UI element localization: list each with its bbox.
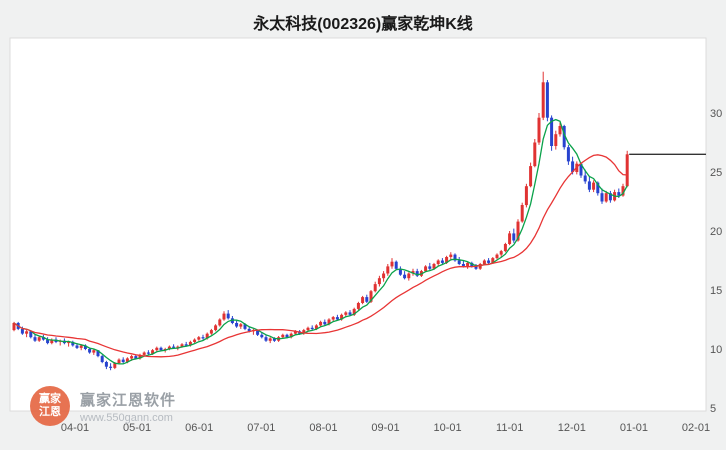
y-tick-label: 5 <box>710 403 716 415</box>
logo-text-top: 赢家 <box>39 393 61 406</box>
ma-slow-line <box>13 154 628 358</box>
y-axis-labels: 30 25 20 15 10 5 <box>710 108 722 415</box>
watermark-text: 赢家江恩软件 www.550gann.com <box>80 389 176 424</box>
x-tick-label: 11-01 <box>496 422 523 434</box>
x-tick-label: 05-01 <box>123 422 151 434</box>
brand-logo-icon: 赢家 江恩 <box>30 386 70 426</box>
x-tick-label: 02-01 <box>682 422 710 434</box>
y-tick-label: 30 <box>710 108 722 120</box>
plot-area <box>9 37 707 412</box>
watermark-url: www.550gann.com <box>80 411 173 424</box>
x-axis-labels: 04-01 05-01 06-01 07-01 08-01 09-01 10-01 11-01… <box>61 422 710 434</box>
watermark-brand: 赢家江恩软件 <box>80 391 177 409</box>
x-tick-label: 09-01 <box>371 422 399 434</box>
watermark: 赢家 江恩 赢家江恩软件 www.550gann.com <box>30 386 176 426</box>
x-tick-label: 12-01 <box>558 422 586 434</box>
chart-title: 永太科技(002326)赢家乾坤K线 <box>253 16 473 33</box>
ma-fast-line <box>13 118 628 365</box>
logo-text-bottom: 江恩 <box>39 406 61 418</box>
x-tick-label: 08-01 <box>309 422 337 434</box>
y-tick-label: 10 <box>710 344 722 356</box>
x-tick-label: 04-01 <box>61 422 89 434</box>
x-tick-label: 06-01 <box>185 422 213 434</box>
x-tick-label: 10-01 <box>434 422 462 434</box>
y-tick-label: 25 <box>710 167 722 179</box>
y-tick-label: 20 <box>710 226 722 238</box>
y-tick-label: 15 <box>710 285 722 297</box>
x-tick-label: 07-01 <box>247 422 275 434</box>
x-tick-label: 01-01 <box>620 422 648 434</box>
